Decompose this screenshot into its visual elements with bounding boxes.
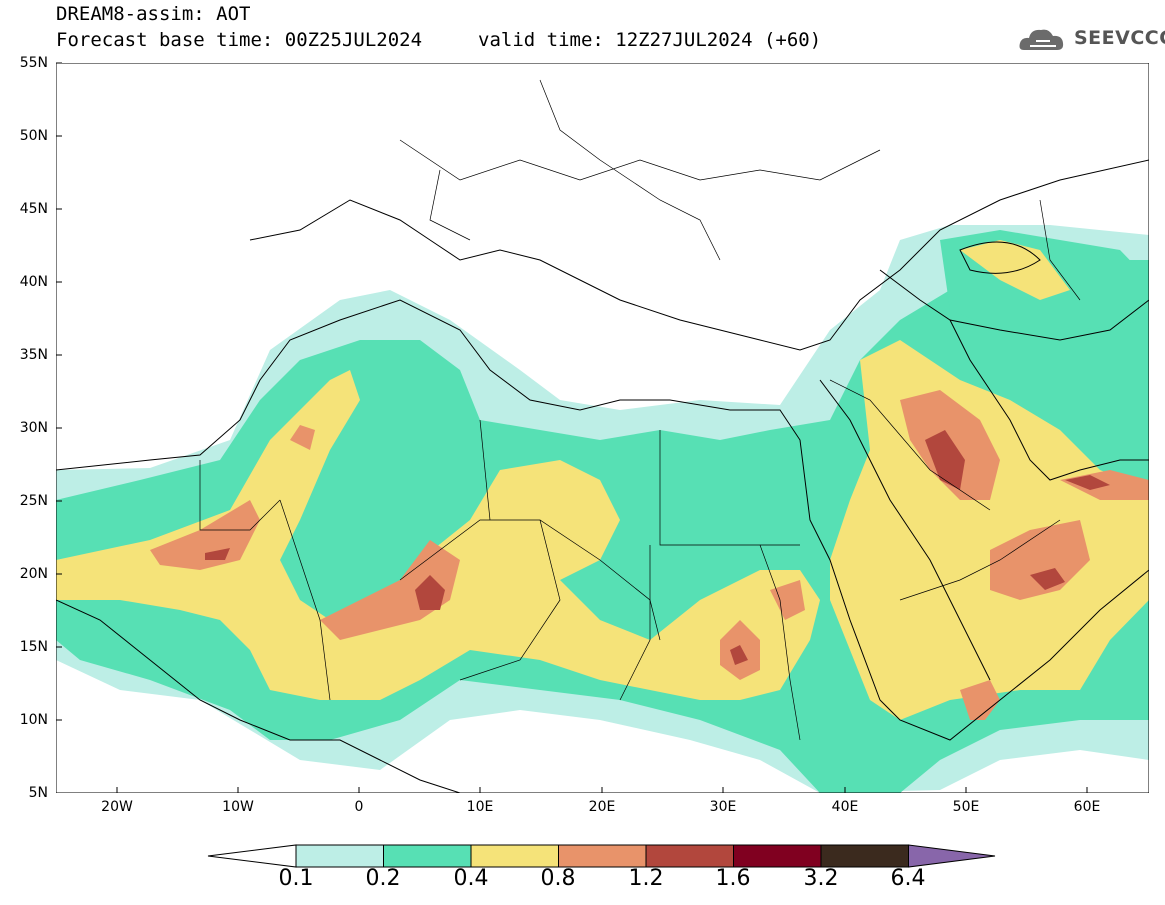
- colorbar-over-arrow: [908, 844, 996, 868]
- lon-label: 10W: [222, 799, 254, 815]
- lat-label: 50N: [19, 128, 48, 144]
- lat-label: 25N: [19, 493, 48, 509]
- colorbar-swatch-0.2: [383, 844, 472, 868]
- colorbar-swatch-0.4: [470, 844, 559, 868]
- lat-label: 40N: [19, 274, 48, 290]
- lon-label: 20W: [101, 799, 133, 815]
- title-line-1: DREAM8-assim: AOT: [56, 3, 251, 25]
- colorbar-swatch-3.2: [820, 844, 909, 868]
- lon-label: 50E: [952, 799, 980, 815]
- colorbar-swatch-1.2: [645, 844, 734, 868]
- title-line-2: Forecast base time: 00Z25JUL2024: [56, 29, 423, 51]
- aot-band-1.2: [205, 430, 1110, 665]
- lat-label: 10N: [19, 712, 48, 728]
- lat-label: 15N: [19, 639, 48, 655]
- coastlines: [56, 159, 1149, 793]
- seevccc-logo-cloud-icon: [1019, 29, 1064, 50]
- lat-label: 20N: [19, 566, 48, 582]
- colorbar: [207, 844, 996, 868]
- colorbar-label: 1.2: [628, 866, 664, 891]
- colorbar-label: 0.4: [453, 866, 489, 891]
- lat-label: 5N: [28, 785, 48, 801]
- colorbar-swatch-1.6: [733, 844, 822, 868]
- colorbar-swatch-0.1: [295, 844, 384, 868]
- lon-label: 20E: [588, 799, 616, 815]
- lat-label: 35N: [19, 347, 48, 363]
- lat-label: 55N: [19, 55, 48, 71]
- lon-label: 0: [354, 799, 364, 815]
- colorbar-label: 3.2: [803, 866, 839, 891]
- colorbar-label: 0.2: [365, 866, 401, 891]
- axis-ticks: [56, 62, 1088, 793]
- seevccc-logo-text: SEEVCCC: [1074, 27, 1165, 49]
- colorbar-label: 0.1: [278, 866, 314, 891]
- lon-label: 60E: [1073, 799, 1101, 815]
- lat-label: 45N: [19, 201, 48, 217]
- colorbar-label: 6.4: [890, 866, 926, 891]
- lon-label: 10E: [466, 799, 494, 815]
- colorbar-label: 0.8: [540, 866, 576, 891]
- lon-label: 40E: [831, 799, 859, 815]
- lon-label: 30E: [709, 799, 737, 815]
- valid-time: valid time: 12Z27JUL2024 (+60): [478, 29, 822, 51]
- country-borders: [199, 79, 1081, 741]
- colorbar-swatch-0.8: [558, 844, 647, 868]
- colorbar-label: 1.6: [715, 866, 751, 891]
- lat-label: 30N: [19, 420, 48, 436]
- colorbar-under-arrow: [207, 844, 297, 868]
